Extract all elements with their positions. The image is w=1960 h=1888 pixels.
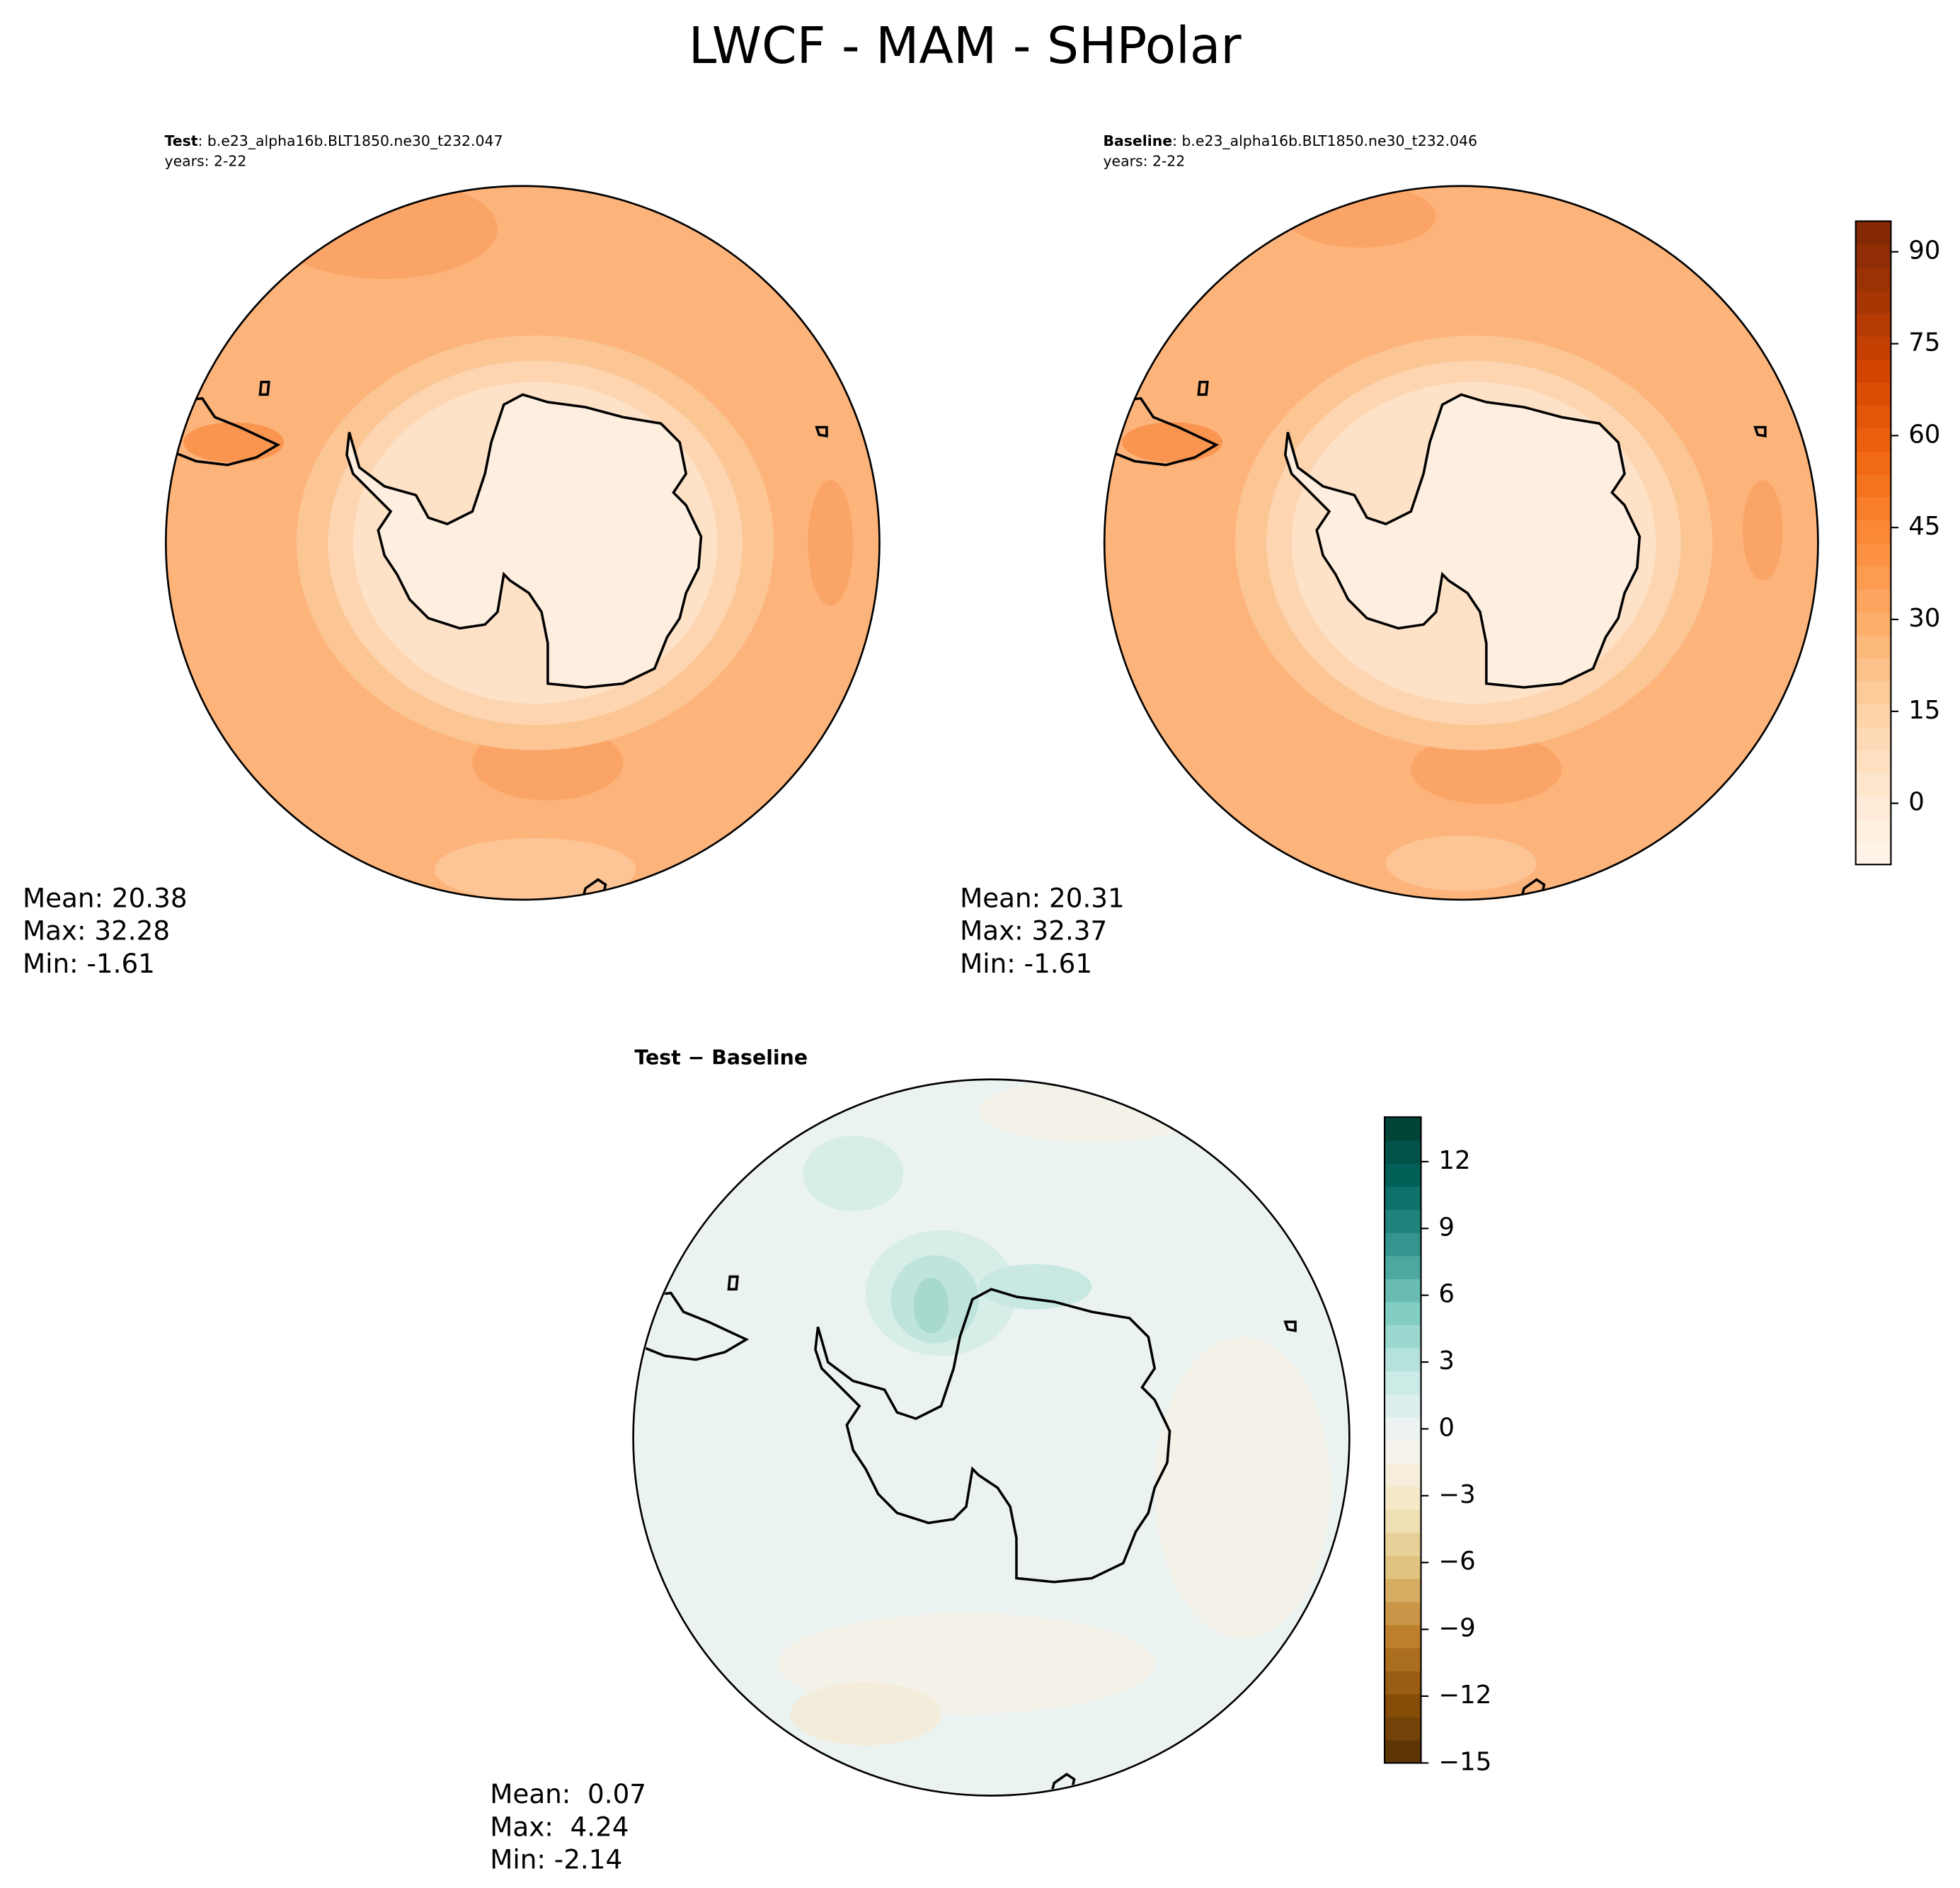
colorbar-band — [1385, 1440, 1421, 1464]
colorbar-tick-label: 45 — [1908, 512, 1940, 541]
panel-case: : b.e23_alpha16b.BLT1850.ne30_t232.047 — [197, 132, 503, 149]
colorbar-band — [1385, 1486, 1421, 1510]
colorbar-band — [1855, 542, 1891, 567]
colorbar-band — [1855, 841, 1891, 866]
colorbar-band — [1855, 244, 1891, 268]
stat: Max: 4.24 — [490, 1811, 629, 1842]
colorbar-band — [1385, 1647, 1421, 1671]
map — [1103, 185, 1819, 901]
colorbar-tick-label: 75 — [1908, 328, 1940, 357]
colorbar-band — [1855, 566, 1891, 590]
colorbar-tick-label: 9 — [1438, 1213, 1455, 1242]
colorbar-band — [1855, 405, 1891, 429]
colorbar-band — [1385, 1578, 1421, 1603]
colorbar-band — [1855, 451, 1891, 475]
colorbar-tick-label: 90 — [1908, 236, 1940, 265]
colorbar-band — [1855, 313, 1891, 337]
colorbar-band — [1385, 1163, 1421, 1187]
colorbar-band — [1855, 726, 1891, 750]
colorbar-band — [1385, 1717, 1421, 1741]
colorbar-band — [1855, 795, 1891, 820]
panel-label: Test — [165, 132, 198, 149]
panel-case: : b.e23_alpha16b.BLT1850.ne30_t232.046 — [1172, 132, 1477, 149]
stat: Min: -2.14 — [490, 1843, 622, 1875]
stat: Mean: 0.07 — [490, 1778, 646, 1809]
colorbar-tick-label: −3 — [1438, 1480, 1475, 1509]
colorbar-band — [1855, 704, 1891, 728]
colorbar-band — [1385, 1555, 1421, 1579]
colorbar-band — [1855, 336, 1891, 360]
colorbar-tick-label: 0 — [1438, 1413, 1455, 1442]
colorbar-band — [1855, 680, 1891, 704]
colorbar-band — [1855, 772, 1891, 796]
colorbar-band — [1855, 428, 1891, 452]
colorbar-band — [1385, 1693, 1421, 1718]
stat: Max: 32.28 — [23, 915, 170, 946]
panel-years: years: 2-22 — [1103, 152, 1185, 169]
stat: Mean: 20.31 — [960, 883, 1125, 914]
colorbar-tick-label: −12 — [1438, 1681, 1491, 1710]
colorbar-band — [1385, 1232, 1421, 1257]
stat: Max: 32.37 — [960, 915, 1107, 946]
colorbar-band — [1385, 1394, 1421, 1418]
map — [164, 185, 881, 901]
colorbar-band — [1855, 221, 1891, 245]
panel-label: Baseline — [1103, 132, 1172, 149]
panel-header: Test: b.e23_alpha16b.BLT1850.ne30_t232.0… — [165, 132, 503, 149]
colorbar-band — [1855, 267, 1891, 291]
colorbar-tick-label: 12 — [1438, 1146, 1470, 1175]
colorbar-tick-label: 3 — [1438, 1346, 1455, 1375]
colorbar-band — [1855, 818, 1891, 842]
colorbar-band — [1385, 1671, 1421, 1695]
stat: Min: -1.61 — [960, 948, 1092, 979]
colorbar-band — [1855, 749, 1891, 774]
colorbar-band — [1385, 1624, 1421, 1649]
map — [632, 1078, 1351, 1797]
colorbar-tick-label: −15 — [1438, 1747, 1491, 1776]
colorbar-band — [1385, 1301, 1421, 1326]
colorbar-tick-label: −9 — [1438, 1614, 1475, 1643]
colorbar-band — [1855, 634, 1891, 659]
colorbar-band — [1385, 1140, 1421, 1165]
colorbar-band — [1855, 359, 1891, 383]
colorbar-tick-label: 15 — [1908, 696, 1940, 725]
colorbar-band — [1855, 612, 1891, 636]
colorbar-tick-label: 60 — [1908, 420, 1940, 449]
colorbar-band — [1385, 1255, 1421, 1279]
colorbar-tick-label: −6 — [1438, 1547, 1475, 1576]
colorbar-band — [1855, 496, 1891, 521]
colorbar-band — [1855, 382, 1891, 406]
colorbar-band — [1385, 1117, 1421, 1141]
colorbar-band — [1385, 1325, 1421, 1349]
panel-title: Test − Baseline — [634, 1046, 808, 1069]
colorbar-frame — [1383, 1116, 1422, 1764]
colorbar-band — [1855, 520, 1891, 544]
colorbar-band — [1385, 1371, 1421, 1395]
colorbar-tick-label: 0 — [1908, 788, 1925, 817]
stat: Mean: 20.38 — [23, 883, 188, 914]
figure-title: LWCF - MAM - SHPolar — [689, 16, 1242, 75]
panel-years: years: 2-22 — [165, 152, 247, 169]
colorbar-band — [1385, 1417, 1421, 1441]
colorbar-band — [1855, 474, 1891, 498]
colorbar-tick-label: 30 — [1908, 604, 1940, 633]
colorbar-band — [1855, 658, 1891, 682]
colorbar-band — [1385, 1532, 1421, 1556]
colorbar-band — [1385, 1186, 1421, 1211]
colorbar-band — [1385, 1509, 1421, 1533]
panel-header: Baseline: b.e23_alpha16b.BLT1850.ne30_t2… — [1103, 132, 1477, 149]
colorbar-band — [1385, 1739, 1421, 1764]
colorbar-band — [1855, 290, 1891, 314]
colorbar-band — [1385, 1278, 1421, 1303]
colorbar-band — [1385, 1209, 1421, 1233]
stat: Min: -1.61 — [23, 948, 155, 979]
colorbar-band — [1385, 1463, 1421, 1487]
colorbar-frame — [1855, 220, 1892, 866]
colorbar-band — [1385, 1347, 1421, 1372]
colorbar-band — [1385, 1601, 1421, 1625]
colorbar-band — [1855, 588, 1891, 613]
colorbar-tick-label: 6 — [1438, 1280, 1455, 1309]
